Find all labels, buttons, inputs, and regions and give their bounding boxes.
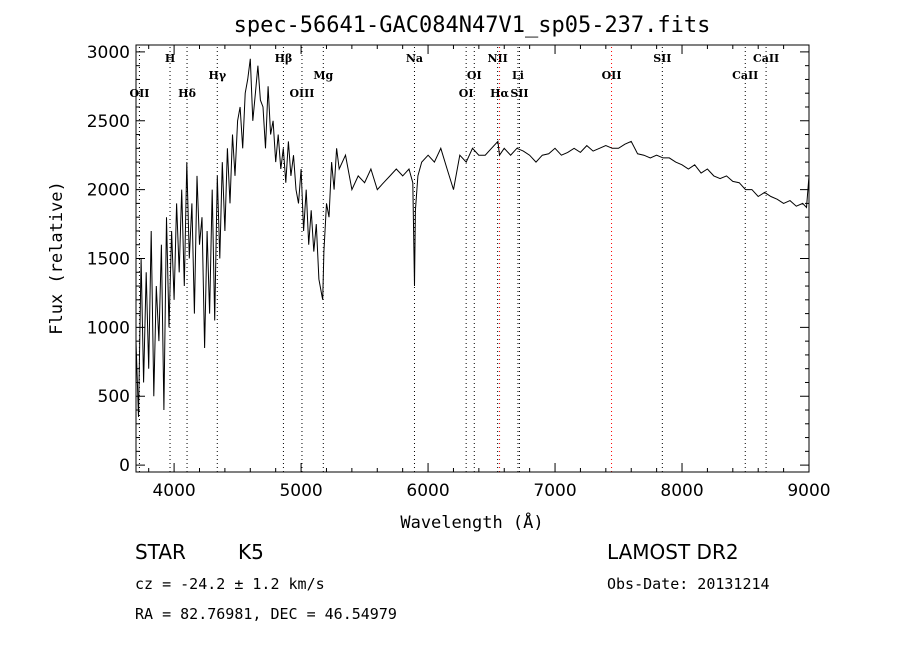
spectral-line-label: CaII [753, 52, 779, 65]
y-axis-label: Flux (relative) [47, 181, 67, 335]
spectral-line-label: SII [510, 87, 528, 100]
y-tick-label: 3000 [87, 43, 130, 63]
spectral-line-label: Mg [313, 69, 333, 82]
spectral-line-label: Hδ [178, 87, 196, 100]
spectral-line-label: SII [653, 52, 671, 65]
spectral-line-label: Li [512, 69, 524, 82]
survey-name: LAMOST DR2 [607, 540, 739, 564]
x-axis-label: Wavelength (Å) [400, 511, 543, 533]
y-tick-label: 500 [98, 387, 130, 407]
x-tick-label: 4000 [152, 481, 195, 501]
y-tick-label: 1500 [87, 250, 130, 270]
spectral-line-label: Hα [490, 87, 509, 100]
spectral-lines-layer: OIIHHδHγHβOIIIMgNaOIOINIIHαLiSIIOIISIICa… [129, 47, 779, 472]
obs-date: Obs-Date: 20131214 [607, 575, 770, 593]
y-tick-label: 1000 [87, 318, 130, 338]
object-subclass: K5 [238, 540, 264, 564]
axis-ticks: 4000 5000 6000 7000 8000 9000 0 500 1000 1500 2000… [87, 43, 831, 501]
spectrum-series-line [135, 58, 810, 417]
spectral-line-label: Hγ [208, 69, 226, 82]
y-tick-label: 2500 [87, 112, 130, 132]
x-tick-label: 7000 [533, 481, 576, 501]
spectral-line-label: Hβ [275, 52, 293, 65]
spectral-line-label: OI [459, 87, 474, 100]
plot-frame [135, 44, 810, 473]
x-tick-label: 5000 [279, 481, 322, 501]
spectral-line-label: OIII [289, 87, 314, 100]
spectral-line-label: NII [487, 52, 507, 65]
spectral-line-label: OII [602, 69, 622, 82]
x-tick-label: 8000 [660, 481, 703, 501]
y-tick-label: 0 [119, 456, 130, 476]
spectral-line-label: CaII [732, 69, 758, 82]
spectral-line-label: OI [467, 69, 482, 82]
redshift-info: cz = -24.2 ± 1.2 km/s [135, 575, 325, 593]
spectral-line-label: H [165, 52, 175, 65]
y-tick-label: 2000 [87, 181, 130, 201]
spectral-line-label: Na [406, 52, 423, 65]
x-tick-label: 9000 [787, 481, 830, 501]
chart-title: spec-56641-GAC084N47V1_sp05-237.fits [234, 13, 711, 38]
ra-dec-info: RA = 82.76981, DEC = 46.54979 [135, 605, 397, 623]
object-class: STAR [135, 540, 186, 564]
x-tick-label: 6000 [406, 481, 449, 501]
